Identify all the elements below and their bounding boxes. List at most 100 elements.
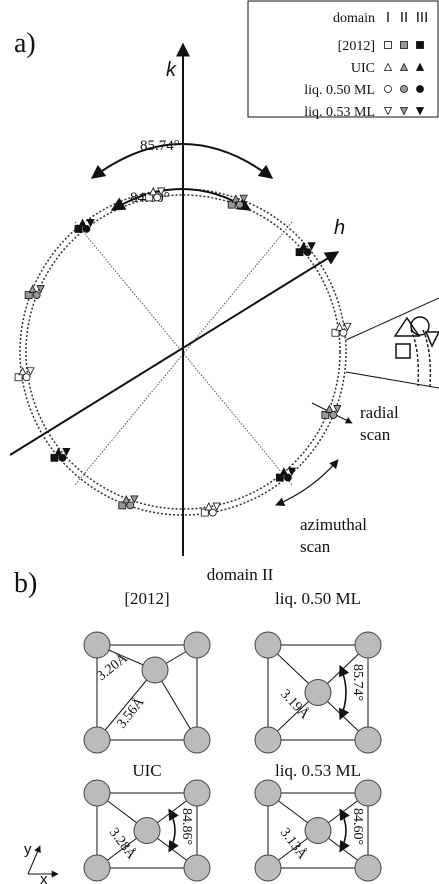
square-symbol: [118, 501, 127, 510]
atom: [83, 631, 111, 659]
circle-symbol: [384, 85, 392, 93]
square-symbol: [384, 41, 392, 49]
bond: [154, 669, 198, 741]
zoom-line: [345, 371, 439, 389]
axis-label: x: [40, 871, 48, 884]
triangle-symbol: [399, 62, 409, 71]
cell-title: UIC: [132, 761, 161, 780]
triangle-symbol: [325, 404, 334, 413]
axis-label: y: [24, 841, 32, 858]
legend-rows: [2012] UIC liq. 0.50 ML liq. 0.53 ML: [304, 39, 425, 120]
annotation: scan: [300, 537, 331, 556]
angle-arc: [339, 664, 350, 721]
axis-label: k: [166, 59, 177, 81]
square-symbol: [321, 411, 330, 419]
square-symbol: [295, 248, 304, 257]
legend-label: liq. 0.53 ML: [304, 105, 375, 120]
zoom-triangle: [424, 331, 439, 348]
triangle-symbol: [18, 366, 27, 376]
atom: [141, 656, 169, 684]
square-symbol: [400, 41, 408, 49]
atom: [254, 854, 282, 882]
square-symbol: [416, 41, 424, 49]
angle-arc: [339, 808, 350, 853]
atom: [183, 726, 211, 754]
dotted-circle: [25, 194, 341, 510]
down-triangle-symbol: [383, 107, 393, 116]
atom: [354, 726, 382, 754]
triangle-symbol: [335, 322, 344, 331]
cell-square: [267, 792, 369, 869]
atom: [354, 854, 382, 882]
down-triangle-symbol: [36, 285, 45, 294]
annotation: scan: [360, 425, 391, 444]
y-arrow: [27, 845, 41, 875]
zoom-arc: [422, 329, 432, 389]
panel-label: b): [14, 568, 37, 599]
down-triangle-symbol: [287, 467, 296, 476]
bond: [96, 669, 156, 741]
atom: [133, 817, 161, 844]
square-symbol: [331, 328, 340, 337]
down-triangle-symbol: [212, 502, 221, 511]
atom: [83, 726, 111, 754]
angle-label: 84.60°: [350, 808, 365, 845]
atom: [304, 817, 332, 844]
down-triangle-symbol: [343, 322, 352, 332]
triangle-symbol: [28, 284, 37, 293]
down-triangle-symbol: [26, 367, 35, 376]
square-symbol: [275, 473, 284, 482]
circle-symbol: [32, 291, 41, 299]
h-axis: [9, 251, 340, 456]
azimuthal-arrow: [275, 459, 339, 507]
panel-title: domain II: [207, 565, 274, 584]
circle-symbol: [329, 411, 338, 419]
triangle-symbol: [231, 194, 240, 203]
triangle-symbol: [78, 218, 87, 227]
down-triangle-symbol: [157, 187, 166, 196]
square-symbol: [227, 200, 236, 209]
legend-header: domain: [333, 11, 375, 26]
square-symbol: [24, 291, 33, 299]
circle-symbol: [82, 225, 91, 233]
dotted-circle: [19, 188, 347, 516]
circle-symbol: [208, 508, 217, 517]
annotation: azimuthal: [300, 515, 367, 534]
cell-square: [267, 644, 369, 741]
square-symbol: [50, 453, 59, 462]
zoom-triangle: [393, 316, 421, 337]
circle-symbol: [58, 453, 67, 462]
cell-title: liq. 0.50 ML: [275, 589, 361, 608]
atom: [183, 854, 211, 882]
down-triangle-symbol: [415, 107, 425, 116]
panel-label: a): [14, 28, 36, 59]
cell-square: [96, 644, 198, 741]
triangle-symbol: [54, 447, 63, 456]
atom: [354, 779, 382, 807]
angle-arc: [168, 808, 179, 853]
circle-symbol: [303, 248, 312, 257]
legend-box: [247, 0, 439, 118]
angle-label: 85.74°: [140, 138, 180, 154]
circle-symbol: [400, 85, 408, 93]
triangle-symbol: [383, 62, 393, 71]
circle-symbol: [235, 200, 244, 209]
legend-domain: II: [400, 9, 408, 26]
atom: [254, 631, 282, 659]
angle-arc: [90, 143, 274, 179]
triangle-symbol: [122, 494, 131, 504]
legend-label: liq. 0.50 ML: [304, 83, 375, 98]
atom: [83, 779, 111, 807]
circle-symbol: [22, 373, 31, 382]
square-symbol: [145, 193, 154, 202]
down-triangle-symbol: [62, 447, 71, 457]
triangle-symbol: [415, 62, 425, 71]
triangle-symbol: [204, 502, 213, 511]
zoom-line: [345, 297, 439, 341]
square-symbol: [200, 508, 209, 517]
atom: [183, 779, 211, 807]
square-symbol: [74, 225, 83, 233]
atom: [304, 679, 332, 706]
circle-symbol: [339, 328, 348, 337]
